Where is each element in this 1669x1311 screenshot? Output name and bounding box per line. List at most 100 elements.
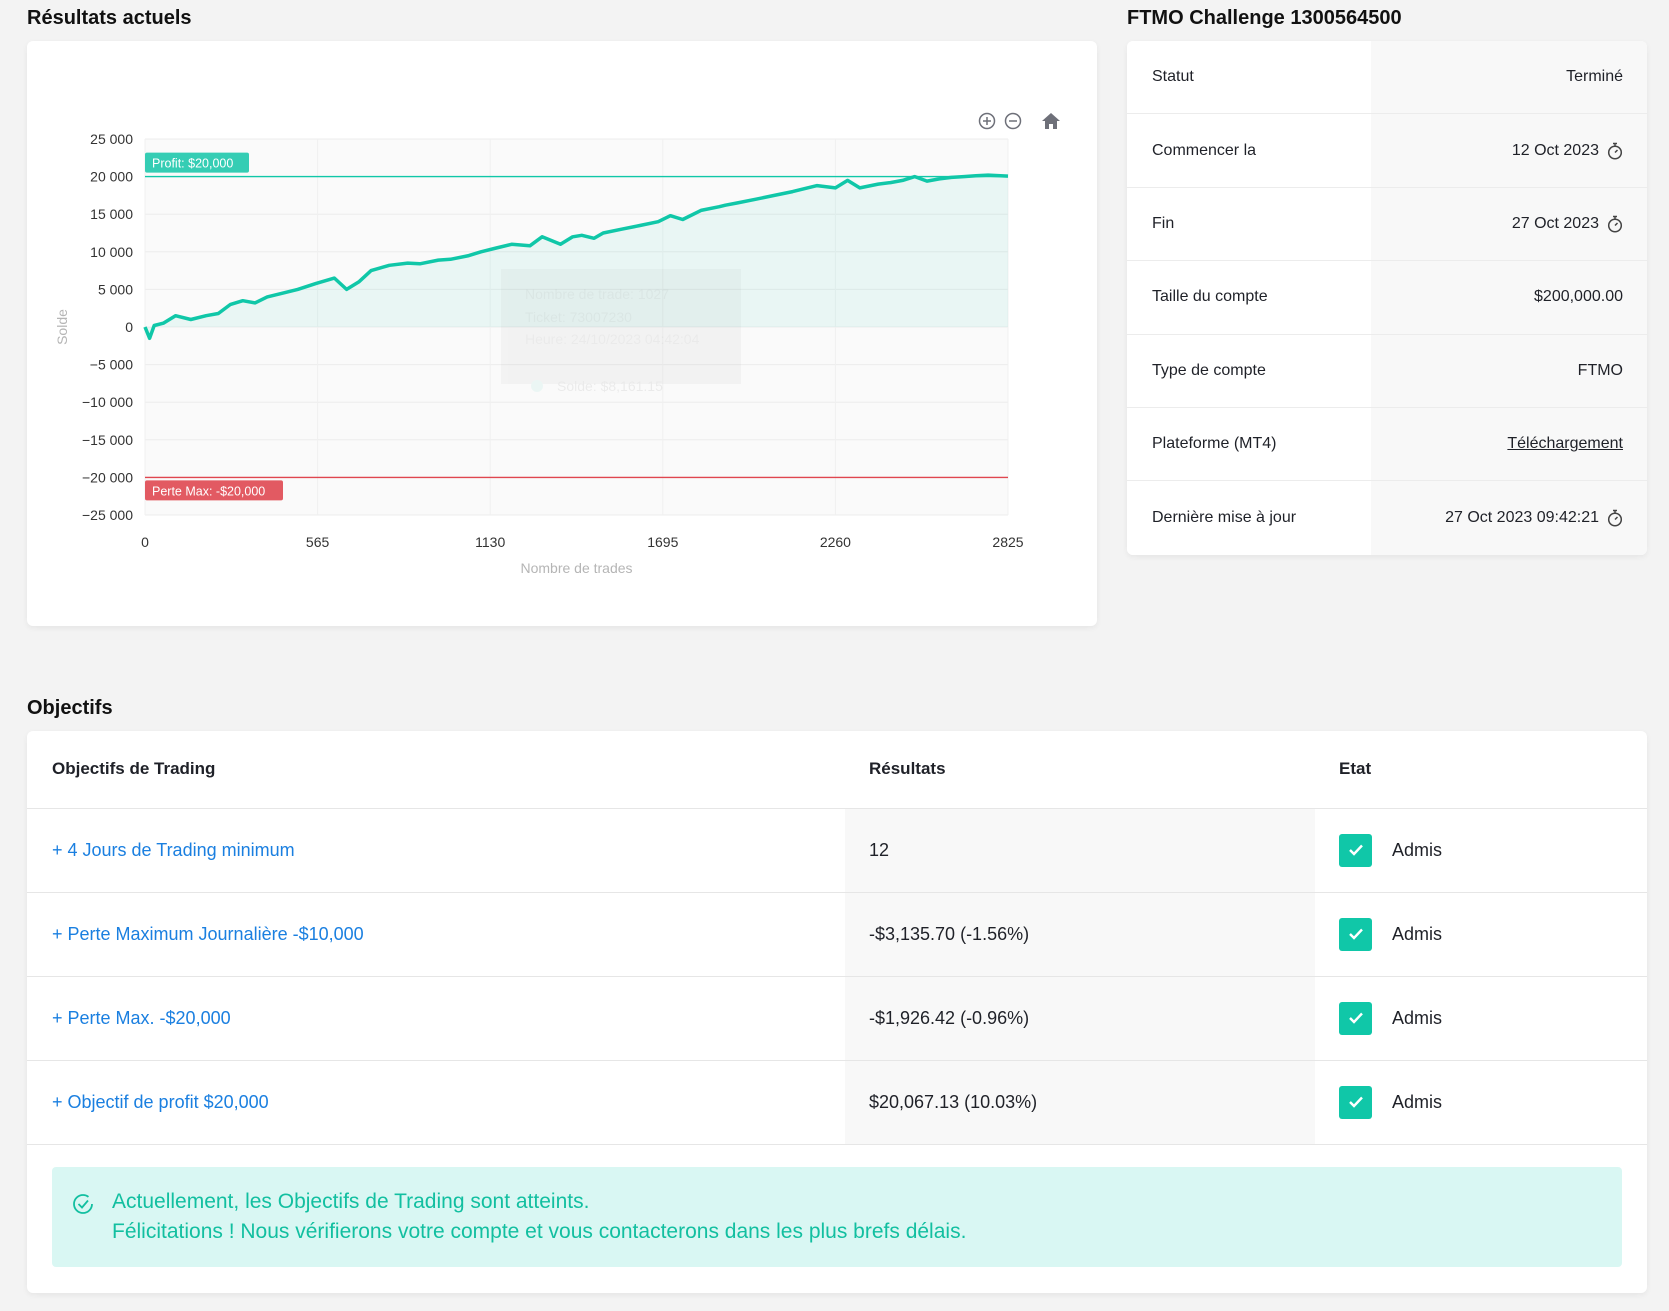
info-row: Dernière mise à jour 27 Oct 2023 09:42:21 (1127, 481, 1647, 555)
info-value: 27 Oct 2023 (1511, 214, 1599, 232)
info-value: $200,000.00 (1534, 288, 1623, 306)
y-tick-label: 10 000 (90, 244, 133, 260)
chart-tooltip: Nombre de trade: 1027 Ticket: 73007230 H… (501, 269, 741, 394)
y-tick-label: 25 000 (90, 131, 133, 147)
y-tick-label: −25 000 (82, 507, 133, 523)
info-value: FTMO (1577, 361, 1623, 379)
x-tick-label: 1130 (475, 534, 505, 550)
info-value: 27 Oct 2023 09:42:21 (1445, 509, 1599, 527)
y-tick-label: 15 000 (90, 206, 133, 222)
objective-result: 12 (845, 808, 1315, 893)
objective-cell: + Perte Max. -$20,000 (27, 976, 845, 1061)
check-icon (1339, 1085, 1372, 1119)
info-value-cell: $200,000.00 (1371, 261, 1647, 334)
objective-row: + Perte Max. -$20,000 -$1,926.42 (-0.96%)… (27, 976, 1647, 1061)
y-tick-label: −20 000 (82, 469, 133, 485)
y-tick-label: −15 000 (82, 432, 133, 448)
info-value: 12 Oct 2023 (1511, 141, 1599, 159)
chart-grid: 25 000 20 000 15 000 10 000 5 000 0 −5 000 −10 … (54, 131, 1024, 576)
objective-result: -$1,926.42 (-0.96%) (845, 976, 1315, 1061)
header-results: Résultats (845, 731, 1315, 809)
chart-toolbar (977, 111, 1061, 131)
objective-status-cell: Admis (1315, 808, 1647, 893)
tooltip-line-2: Ticket: 73007230 (525, 309, 632, 325)
info-row: Statut Terminé (1127, 41, 1647, 115)
account-heading: FTMO Challenge 1300564500 (1127, 7, 1402, 29)
y-axis-label: Solde (54, 309, 70, 345)
x-tick-label: 565 (306, 534, 330, 550)
x-tick-label: 0 (141, 534, 149, 550)
objective-status-cell: Admis (1315, 892, 1647, 977)
objective-row: + Objectif de profit $20,000 $20,067.13 (… (27, 1060, 1647, 1145)
objectives-header-row: Objectifs de Trading Résultats Etat (27, 731, 1647, 809)
y-tick-label: −5 000 (90, 357, 133, 373)
objectives-heading: Objectifs (27, 697, 113, 719)
tooltip-line-4: Solde: $8,161.15 (557, 378, 663, 394)
alert-line-1: Actuellement, les Objectifs de Trading s… (112, 1190, 590, 1213)
chart-lines (143, 173, 1009, 479)
info-value-cell: Téléchargement (1371, 407, 1647, 481)
info-label: Dernière mise à jour (1127, 481, 1371, 555)
max-loss-label-box (145, 480, 283, 501)
objective-row: + Perte Maximum Journalière -$10,000 -$3,… (27, 892, 1647, 977)
objectives-card: Objectifs de Trading Résultats Etat + 4 … (27, 731, 1647, 1293)
info-label: Fin (1127, 187, 1371, 261)
profit-label: Profit: $20,000 (152, 157, 233, 171)
info-row: Commencer la 12 Oct 2023 (1127, 114, 1647, 188)
info-row: Taille du compte $200,000.00 (1127, 261, 1647, 335)
zoom-out-icon[interactable] (1003, 111, 1023, 131)
info-row: Plateforme (MT4) Téléchargement (1127, 407, 1647, 482)
header-status: Etat (1315, 731, 1647, 809)
objective-name-link[interactable]: + Objectif de profit $20,000 (52, 1091, 269, 1112)
objective-status-cell: Admis (1315, 1060, 1647, 1145)
objective-cell: + Perte Maximum Journalière -$10,000 (27, 892, 845, 977)
objective-status: Admis (1392, 1007, 1443, 1028)
info-value-cell: 27 Oct 2023 (1371, 187, 1647, 261)
zoom-in-icon[interactable] (977, 111, 997, 131)
objective-result: $20,067.13 (10.03%) (845, 1060, 1315, 1145)
download-link[interactable]: Téléchargement (1507, 435, 1623, 453)
objective-name-link[interactable]: + 4 Jours de Trading minimum (52, 839, 295, 860)
info-label: Type de compte (1127, 334, 1371, 407)
y-tick-label: 0 (125, 319, 133, 335)
check-icon (1339, 833, 1372, 867)
x-tick-label: 2260 (820, 534, 851, 550)
objective-row: + 4 Jours de Trading minimum 12 Admis (27, 808, 1647, 893)
objective-name-link[interactable]: + Perte Max. -$20,000 (52, 1007, 231, 1028)
info-label: Commencer la (1127, 114, 1371, 187)
stopwatch-icon (1607, 215, 1623, 233)
alert-line-2: Félicitations ! Nous vérifierons votre c… (112, 1220, 967, 1243)
check-icon (1339, 917, 1372, 951)
tooltip-line-3: Heure: 24/10/2023 04:42:04 (525, 331, 700, 347)
info-value-cell: FTMO (1371, 334, 1647, 407)
reset-zoom-home-icon[interactable] (1041, 111, 1061, 131)
chart-labels: Profit: $20,000 Perte Max: -$20,000 (145, 152, 283, 501)
objective-status: Admis (1392, 839, 1443, 860)
profit-label-box (145, 152, 249, 173)
objective-cell: + 4 Jours de Trading minimum (27, 808, 845, 893)
info-row: Fin 27 Oct 2023 (1127, 187, 1647, 262)
info-row: Type de compte FTMO (1127, 334, 1647, 408)
balance-area (145, 175, 1008, 339)
balance-series-line (143, 173, 1009, 341)
objective-name-link[interactable]: + Perte Maximum Journalière -$10,000 (52, 923, 364, 944)
info-label: Plateforme (MT4) (1127, 407, 1371, 481)
header-objectives: Objectifs de Trading (27, 731, 845, 809)
info-value-cell: Terminé (1371, 41, 1647, 114)
objective-result: -$3,135.70 (-1.56%) (845, 892, 1315, 977)
check-icon (1339, 1001, 1372, 1035)
check-circle-icon (72, 1193, 94, 1224)
results-heading: Résultats actuels (27, 7, 192, 29)
tooltip-box (501, 269, 741, 384)
tooltip-line-1: Nombre de trade: 1027 (525, 286, 669, 302)
y-tick-label: −10 000 (82, 394, 133, 410)
stopwatch-icon (1607, 509, 1623, 527)
info-value-cell: 12 Oct 2023 (1371, 114, 1647, 187)
tooltip-marker (531, 380, 543, 392)
success-alert: Actuellement, les Objectifs de Trading s… (52, 1167, 1622, 1267)
x-tick-label: 1695 (647, 534, 678, 550)
y-tick-label: 5 000 (98, 281, 133, 297)
max-loss-label: Perte Max: -$20,000 (152, 484, 265, 498)
objective-status-cell: Admis (1315, 976, 1647, 1061)
objective-cell: + Objectif de profit $20,000 (27, 1060, 845, 1145)
